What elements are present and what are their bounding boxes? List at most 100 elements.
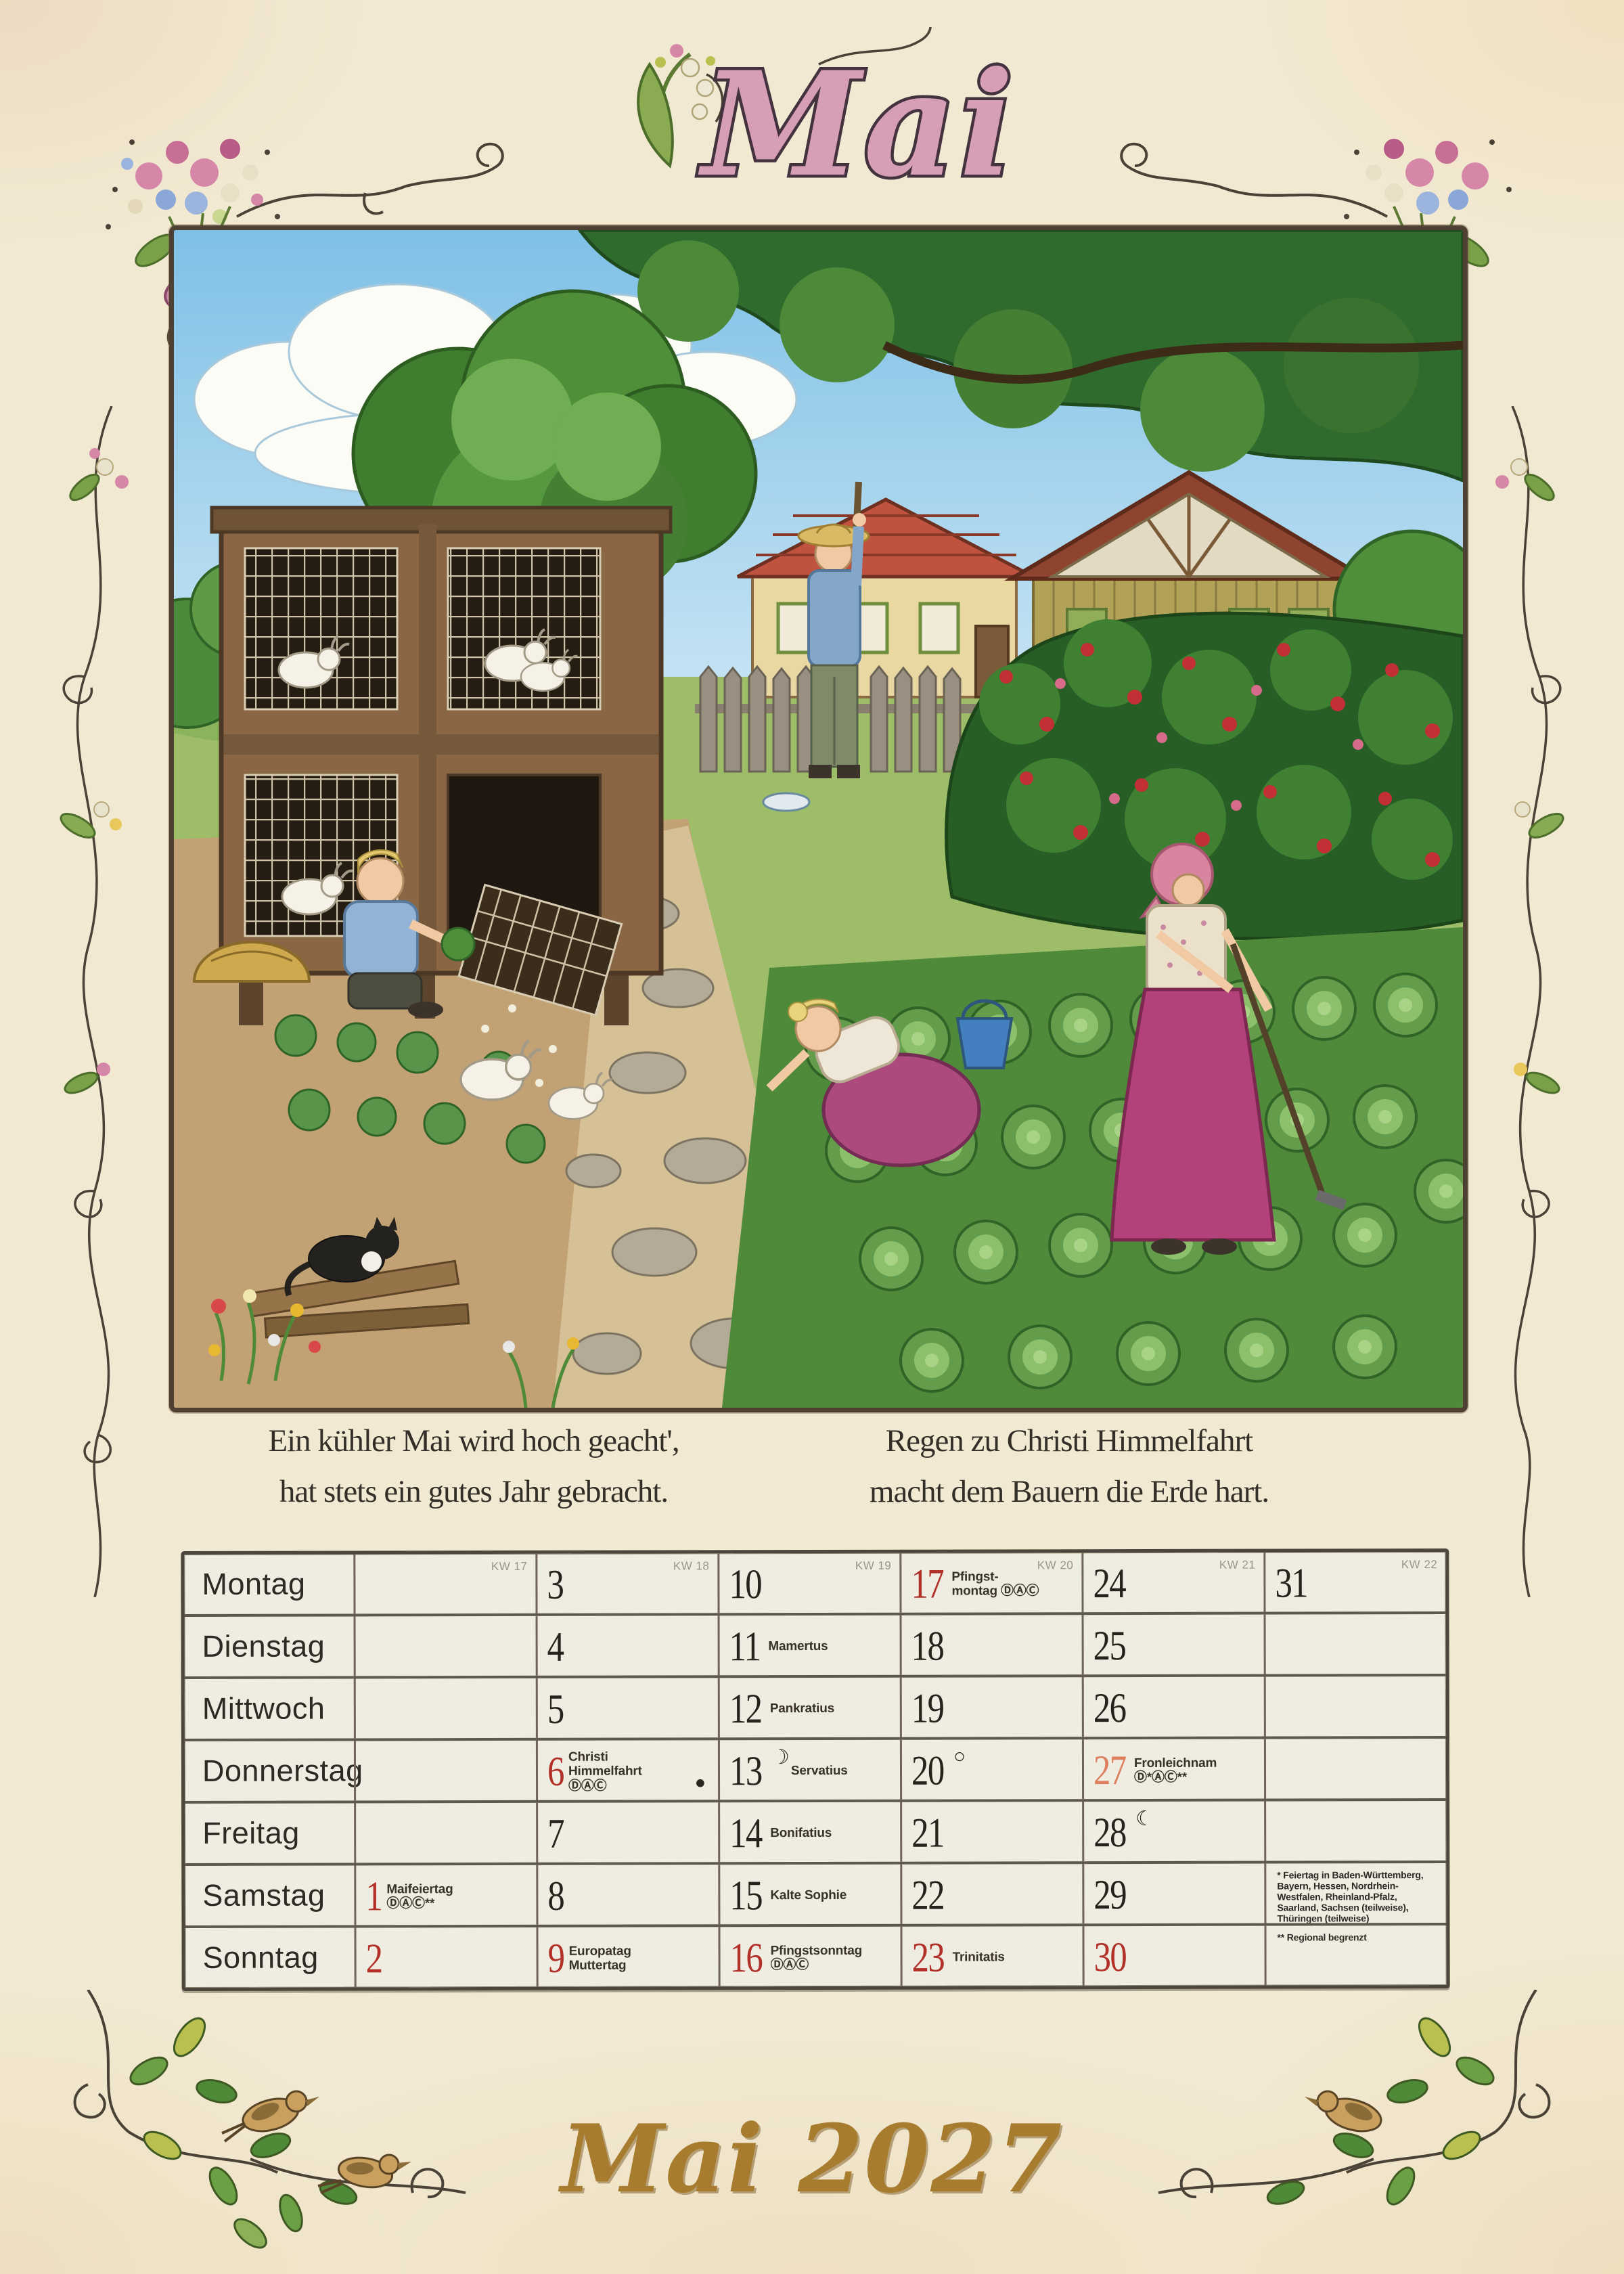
day-number: 10 (729, 1561, 762, 1608)
day-number: 16 (729, 1935, 763, 1982)
calendar-cell: 18 (899, 1615, 1082, 1675)
day-number: 21 (911, 1810, 944, 1856)
cell-content: 5 (547, 1680, 715, 1738)
day-number: 23 (911, 1934, 945, 1981)
cell-content: 13 ☽ Servatius (729, 1743, 897, 1800)
cell-content: 26 (1093, 1680, 1261, 1737)
calendar-cell: 13 ☽ Servatius (717, 1739, 901, 1800)
holiday-label: ⒹⒶⒸ (770, 1958, 809, 1973)
cell-content: 8 (547, 1867, 715, 1925)
proverb-line: Regen zu Christi Himmelfahrt (885, 1423, 1253, 1458)
cell-content: 23 Trinitatis (911, 1929, 1079, 1986)
calendar-cell: 16 Pfingstsonntag ⒹⒶⒸ (718, 1926, 901, 1987)
day-name-sonntag: Sonntag (202, 1940, 319, 1975)
day-number: 5 (547, 1686, 564, 1733)
cell-content: 18 (911, 1618, 1079, 1675)
day-number: 6 (547, 1748, 564, 1795)
day-name-montag: Montag (202, 1566, 306, 1601)
proverb-line: macht dem Bauern die Erde hart. (869, 1474, 1269, 1510)
day-number: 30 (1093, 1934, 1127, 1981)
holiday-labels: Bonifatius (770, 1826, 832, 1840)
week-number-label: KW 19 (855, 1559, 892, 1572)
moon-phase-icon: ● (694, 1772, 706, 1793)
calendar-cell: 8 (536, 1865, 719, 1925)
calendar-row: Freitag 7 14 Bonifatius 21 28 ☾ (185, 1798, 1447, 1863)
holiday-labels: Fronleichnam Ⓓ*ⒶⒸ** (1134, 1756, 1217, 1785)
calendar-cell: 19 (899, 1677, 1082, 1737)
proverb-left: Ein kühler Mai wird hoch geacht', hat st… (196, 1416, 751, 1517)
moon-phase-icon: ☽ (771, 1746, 790, 1769)
holiday-label: Fronleichnam (1133, 1756, 1217, 1770)
tree-canopy-top (577, 230, 1463, 483)
calendar-row: Donnerstag 6 Christi Himmelfahrt ⒹⒶⒸ ● 13 ☽ Ser… (184, 1736, 1447, 1801)
cell-content: 4 (547, 1618, 715, 1676)
calendar-cell (1263, 1614, 1446, 1674)
day-number: 4 (547, 1624, 564, 1670)
day-number: 18 (911, 1623, 944, 1670)
rabbit-hutch (192, 506, 673, 1025)
calendar-cell: 14 Bonifatius (718, 1802, 901, 1863)
cell-content: 11 Mamertus (729, 1618, 897, 1676)
calendar-cell: 1 Maifeiertag ⒹⒶⒸ** (354, 1865, 537, 1925)
vegetable-rows (722, 927, 1463, 1408)
holiday-label: Kalte Sophie (770, 1888, 847, 1903)
week-number-label: KW 18 (673, 1559, 710, 1573)
calendar-cell (1264, 1801, 1447, 1861)
holiday-label: Mamertus (768, 1639, 828, 1654)
calendar-cell: 22 (900, 1864, 1083, 1924)
week-number-label: KW 17 (491, 1559, 528, 1574)
calendar-cell: 5 (535, 1678, 718, 1738)
calendar-cell: 21 (900, 1802, 1083, 1862)
edge-blossoms-left (60, 448, 129, 1094)
calendar-row: Mittwoch 5 12 Pankratius 19 26 (184, 1674, 1446, 1739)
big-tree-left (351, 289, 758, 746)
calendar-cell: 2 (354, 1927, 537, 1988)
cell-content: 29 (1093, 1867, 1261, 1924)
calendar-row: Dienstag 4 11 Mamertus 18 25 (184, 1611, 1446, 1676)
day-number: 3 (547, 1561, 564, 1608)
calendar-cell: 28 ☾ (1082, 1801, 1265, 1862)
calendar-cell: 30 (1082, 1925, 1265, 1986)
footnote: ** Regional begrenzt (1277, 1932, 1367, 1943)
edge-flourish-right (1495, 406, 1564, 1597)
calendar-cell (353, 1615, 536, 1676)
cell-content: 20 ○ (911, 1742, 1079, 1800)
cell-content: 7 (547, 1805, 715, 1863)
cell-content: 30 (1093, 1929, 1261, 1986)
footnote: * Feiertag in Baden-Württemberg, Bayern,… (1277, 1869, 1424, 1923)
cat-on-planks (246, 1217, 470, 1339)
day-name-donnerstag: Donnerstag (202, 1753, 363, 1788)
calendar-cell: 27 Fronleichnam Ⓓ*ⒶⒸ** (1081, 1739, 1265, 1800)
left-garden-beds (274, 1004, 584, 1164)
day-number: 20 (911, 1747, 944, 1794)
calendar-row: Sonntag 2 9 Europatag Muttertag 16 Pfingstsonn… (185, 1923, 1447, 1988)
calendar-cell: 15 Kalte Sophie (718, 1864, 901, 1925)
calendar-cell (354, 1802, 537, 1863)
foreground-flowers (208, 1289, 579, 1408)
calendar-cell: ** Regional begrenzt (1264, 1925, 1447, 1986)
rose-hedge (945, 611, 1463, 941)
calendar-cell: 20 ○ (899, 1739, 1083, 1800)
cell-content: 14 Bonifatius (729, 1805, 897, 1863)
cell-content: 22 (911, 1867, 1079, 1924)
month-title-text: Mai (698, 40, 1017, 208)
proverb-right: Regen zu Christi Himmelfahrt macht dem B… (771, 1416, 1367, 1517)
holiday-label: Christi Himmelfahrt (568, 1749, 642, 1779)
fence (695, 665, 986, 812)
holiday-labels: Pfingst-montag ⒹⒶⒸ (951, 1569, 1039, 1599)
lily-of-the-valley-icon (637, 44, 724, 169)
day-number: 2 (365, 1936, 382, 1982)
calendar-cell: KW 21 24 (1081, 1552, 1264, 1613)
day-name-samstag: Samstag (202, 1877, 325, 1913)
day-number: 29 (1093, 1872, 1127, 1919)
calendar-cell: KW 19 10 (717, 1553, 900, 1613)
day-name-freitag: Freitag (202, 1815, 300, 1850)
calendar-cell: 26 (1081, 1676, 1264, 1737)
holiday-label: Bonifatius (770, 1826, 832, 1841)
day-number: 12 (729, 1686, 762, 1733)
day-number: 19 (911, 1685, 944, 1732)
week-number-label: KW 22 (1401, 1558, 1438, 1571)
cell-content: 19 (911, 1680, 1079, 1737)
day-name-dienstag: Dienstag (202, 1628, 325, 1664)
